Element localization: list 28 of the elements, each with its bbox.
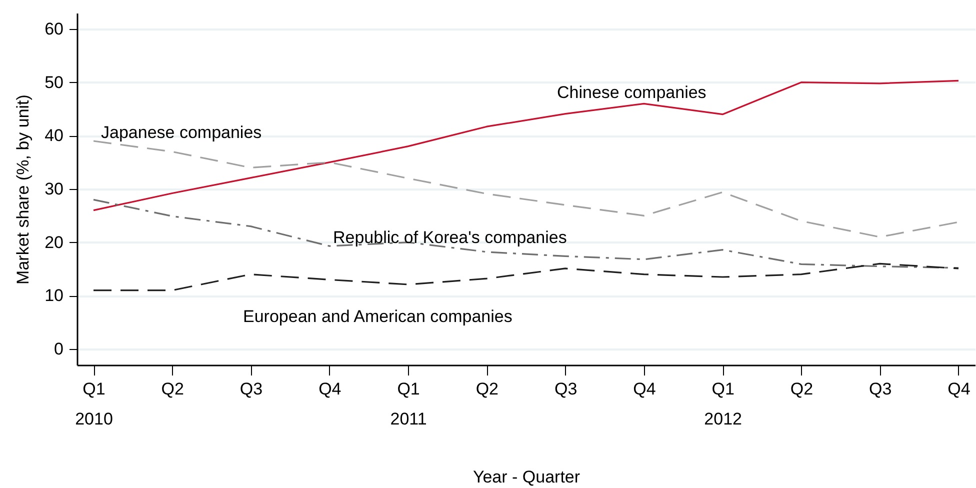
x-tick-label: Q2 (476, 380, 499, 398)
y-tick-label: 60 (44, 20, 64, 38)
y-tick-label: 0 (54, 340, 64, 358)
y-tick-label: 50 (44, 72, 64, 92)
x-tick-label: Q3 (554, 380, 578, 398)
x-tick-label: Q1 2010 (75, 380, 113, 428)
x-tick-label: Q1 2011 (390, 380, 427, 428)
y-tick-label: 10 (44, 286, 64, 306)
y-tick-label: 40 (44, 126, 64, 146)
x-axis-title: Year - Quarter (472, 468, 580, 486)
x-tick-label: Q2 (790, 380, 814, 398)
x-tick-label: Q4 (948, 380, 970, 398)
x-tick-label: Q2 (161, 380, 184, 398)
line-series (92, 198, 960, 269)
x-tick-label: Q4 (633, 380, 656, 398)
series-label: Japanese companies (101, 123, 262, 142)
line-series (92, 262, 960, 292)
x-tick-label: Q3 (240, 380, 263, 398)
x-tick-label: Q1 2012 (704, 380, 742, 428)
x-tick-label: Q3 (869, 380, 892, 398)
y-tick-label: 30 (44, 180, 64, 198)
series-label: Republic of Korea's companies (333, 228, 567, 247)
series-label: European and American companies (243, 307, 512, 326)
x-tick-label: Q4 (318, 380, 342, 398)
y-axis-title: Market share (%, by unit) (14, 94, 33, 284)
y-tick-label: 20 (44, 232, 64, 252)
line-series (92, 80, 960, 212)
series-label: Chinese companies (557, 83, 706, 102)
